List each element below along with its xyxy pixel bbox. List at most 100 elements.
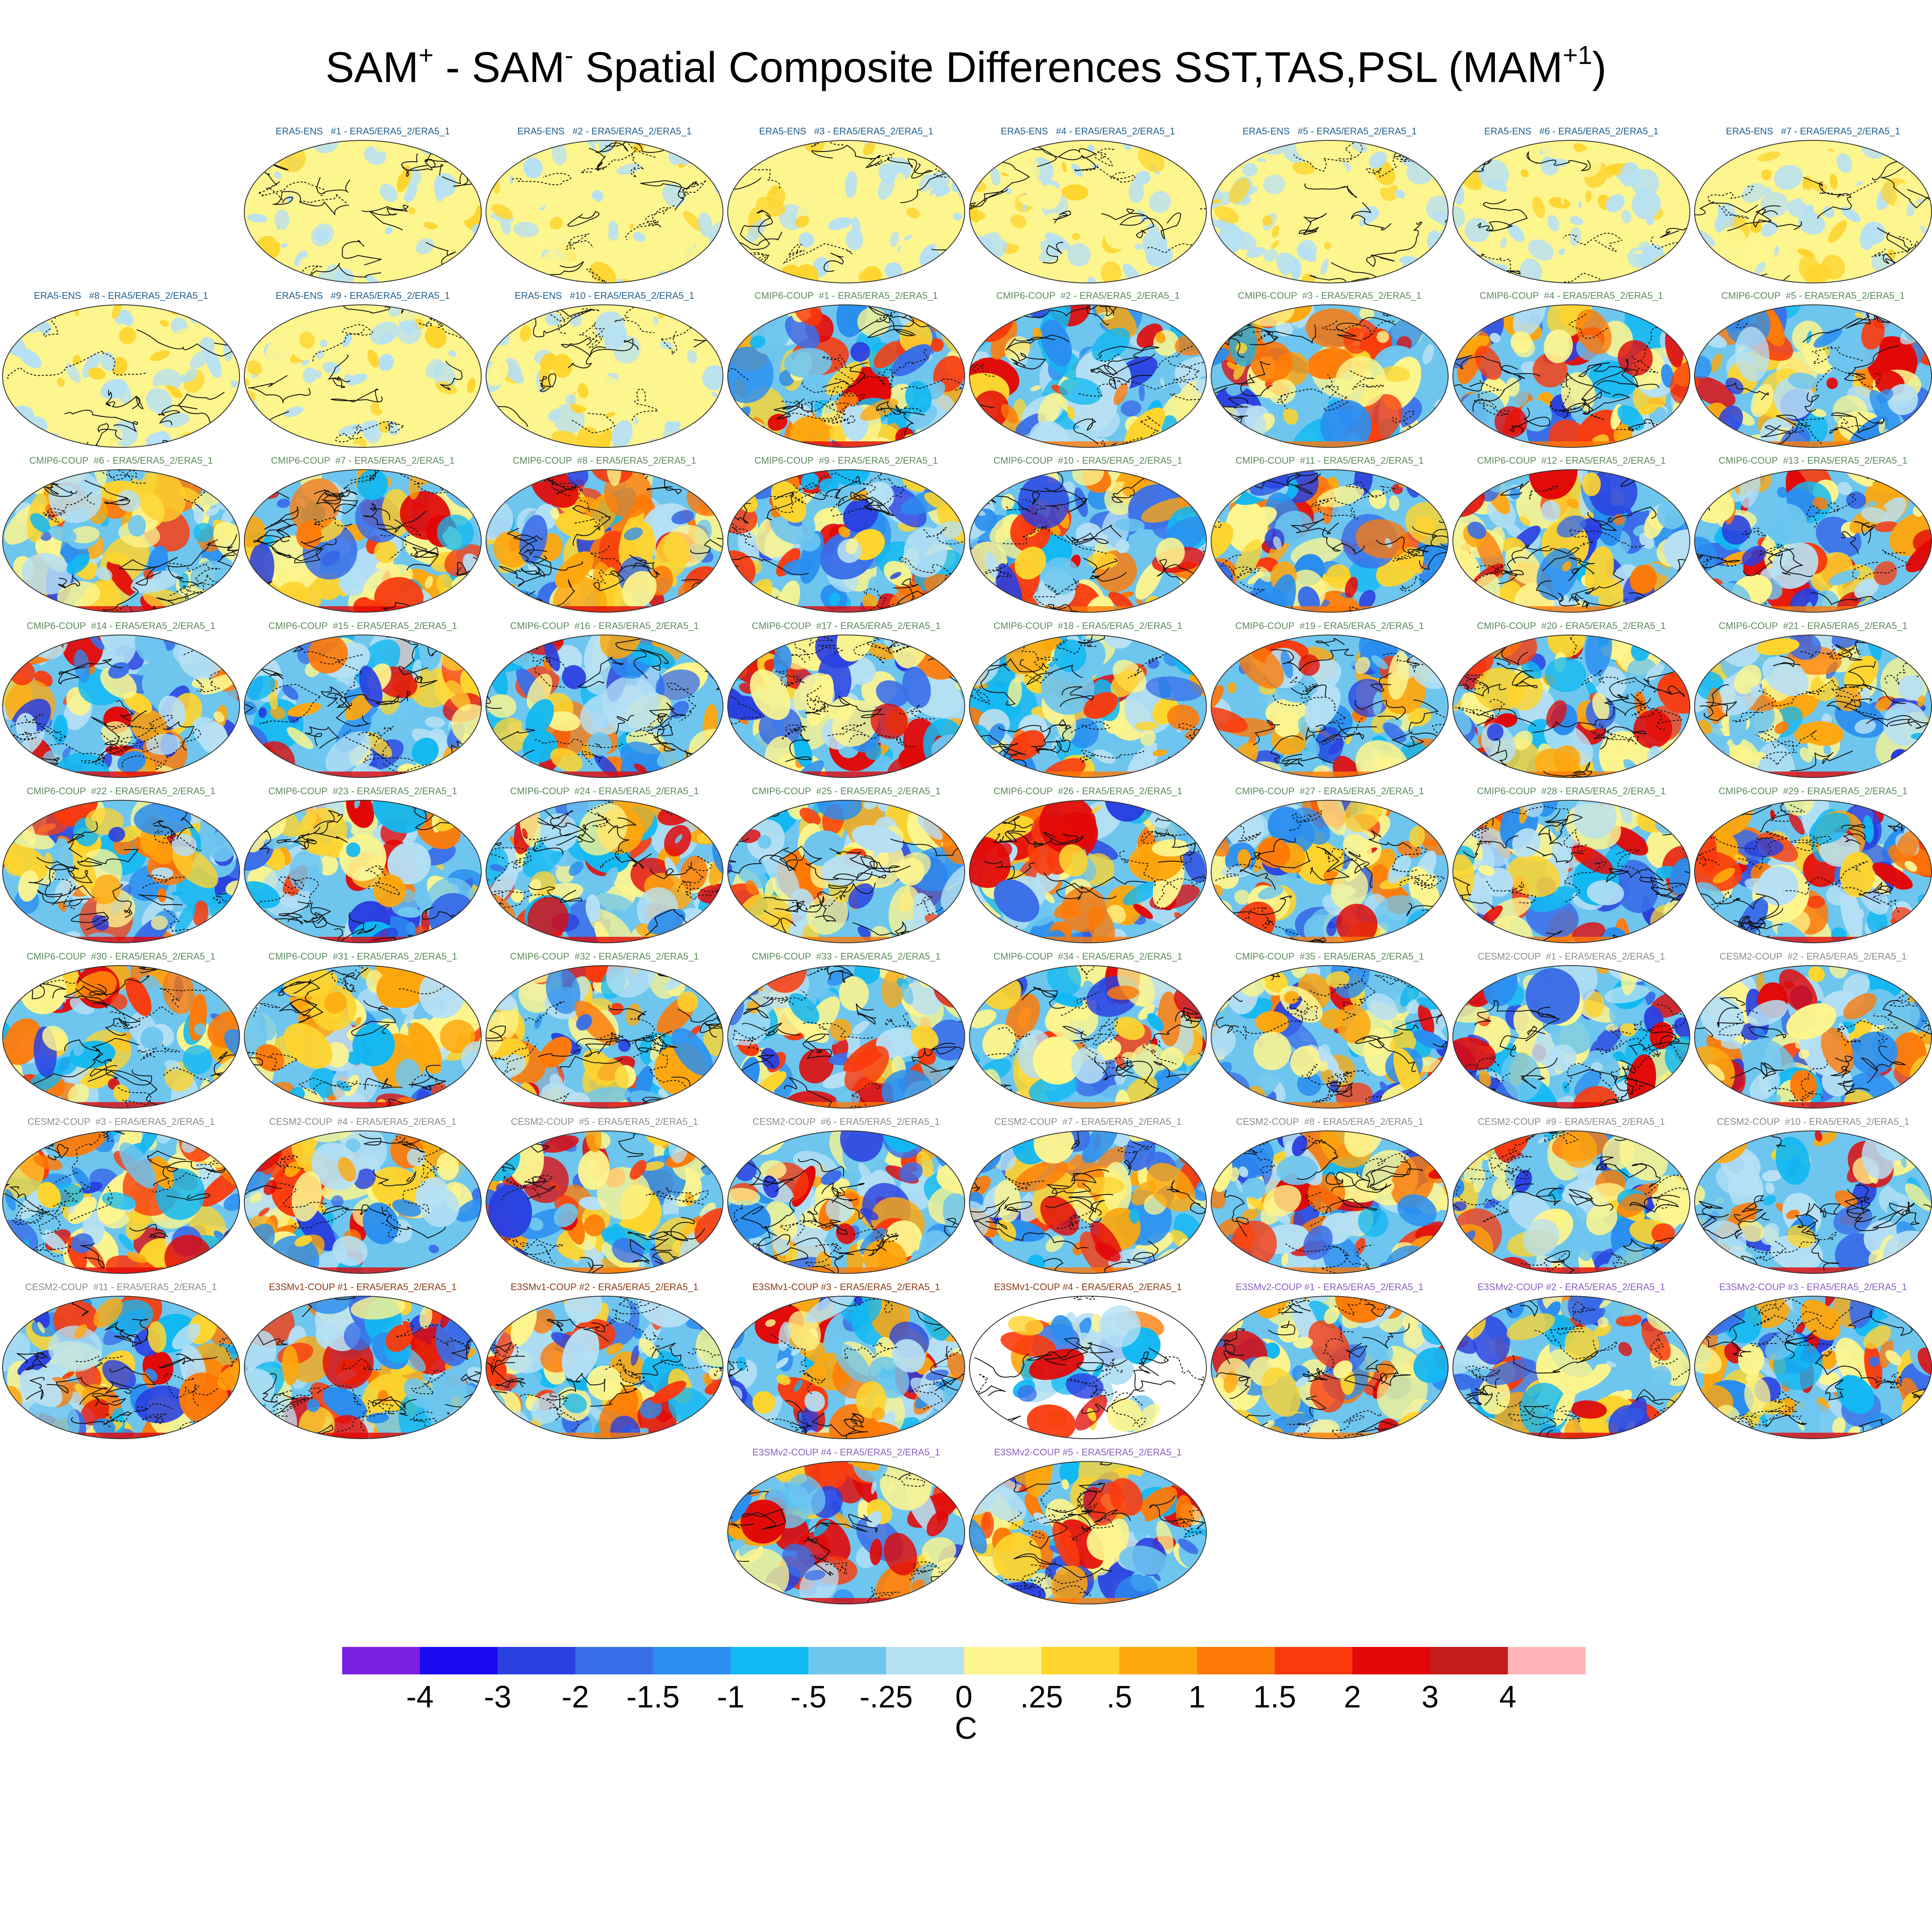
panel-label: CESM2-COUP #9 - ERA5/ERA5_2/ERA5_1 xyxy=(1477,1116,1665,1127)
panel-label: ERA5-ENS #8 - ERA5/ERA5_2/ERA5_1 xyxy=(34,290,208,301)
map-panel: E3SMv1-COUP #3 - ERA5/ERA5_2/ERA5_1 xyxy=(726,1282,966,1440)
map-panel: E3SMv2-COUP #4 - ERA5/ERA5_2/ERA5_1 xyxy=(726,1447,966,1606)
panel-label: CMIP6-COUP #20 - ERA5/ERA5_2/ERA5_1 xyxy=(1477,620,1666,631)
global-map xyxy=(1211,140,1449,283)
map-panel: CMIP6-COUP #29 - ERA5/ERA5_2/ERA5_1 xyxy=(1693,786,1932,945)
map-panel: CMIP6-COUP #14 - ERA5/ERA5_2/ERA5_1 xyxy=(1,620,241,779)
colorbar-swatch xyxy=(1042,1647,1119,1674)
global-map xyxy=(727,304,965,448)
global-map xyxy=(486,140,723,283)
colorbar-tick-label: 0 xyxy=(955,1680,973,1714)
global-map xyxy=(727,1461,965,1604)
colorbar-tick-label: 3 xyxy=(1421,1680,1439,1714)
global-map xyxy=(727,469,965,613)
map-panel: CMIP6-COUP #7 - ERA5/ERA5_2/ERA5_1 xyxy=(243,455,483,614)
colorbar-swatch xyxy=(342,1647,420,1674)
panel-label: CMIP6-COUP #14 - ERA5/ERA5_2/ERA5_1 xyxy=(27,620,216,631)
panel-label: ERA5-ENS #2 - ERA5/ERA5_2/ERA5_1 xyxy=(517,126,692,137)
map-panel: ERA5-ENS #9 - ERA5/ERA5_2/ERA5_1 xyxy=(243,290,483,449)
map-panel: CESM2-COUP #1 - ERA5/ERA5_2/ERA5_1 xyxy=(1451,951,1692,1110)
map-panel: CESM2-COUP #4 - ERA5/ERA5_2/ERA5_1 xyxy=(243,1116,483,1275)
panel-label: CMIP6-COUP #1 - ERA5/ERA5_2/ERA5_1 xyxy=(754,290,938,301)
panel-label: E3SMv1-COUP #3 - ERA5/ERA5_2/ERA5_1 xyxy=(752,1282,940,1292)
global-map xyxy=(244,800,482,943)
global-map xyxy=(1211,965,1449,1109)
map-panel: CMIP6-COUP #34 - ERA5/ERA5_2/ERA5_1 xyxy=(968,951,1208,1110)
map-panel: CMIP6-COUP #17 - ERA5/ERA5_2/ERA5_1 xyxy=(726,620,966,779)
map-panel: CESM2-COUP #6 - ERA5/ERA5_2/ERA5_1 xyxy=(726,1116,966,1275)
global-map xyxy=(2,800,240,943)
panel-label: CMIP6-COUP #19 - ERA5/ERA5_2/ERA5_1 xyxy=(1235,620,1424,631)
colorbar-tick-label: 1.5 xyxy=(1253,1680,1297,1714)
map-panel: ERA5-ENS #5 - ERA5/ERA5_2/ERA5_1 xyxy=(1209,126,1450,285)
panel-label: ERA5-ENS #5 - ERA5/ERA5_2/ERA5_1 xyxy=(1242,126,1417,137)
map-panel: ERA5-ENS #6 - ERA5/ERA5_2/ERA5_1 xyxy=(1451,126,1692,285)
map-panel: ERA5-ENS #1 - ERA5/ERA5_2/ERA5_1 xyxy=(243,126,483,285)
global-map xyxy=(727,1130,965,1274)
panel-label: CMIP6-COUP #15 - ERA5/ERA5_2/ERA5_1 xyxy=(268,620,457,631)
colorbar-tick-label: 2 xyxy=(1343,1680,1361,1714)
global-map xyxy=(1452,1296,1690,1439)
map-panel: CMIP6-COUP #12 - ERA5/ERA5_2/ERA5_1 xyxy=(1451,455,1692,614)
global-map xyxy=(727,965,965,1109)
global-map xyxy=(1452,965,1690,1109)
panel-label: ERA5-ENS #10 - ERA5/ERA5_2/ERA5_1 xyxy=(514,290,695,301)
panel-label: CMIP6-COUP #5 - ERA5/ERA5_2/ERA5_1 xyxy=(1721,290,1905,301)
map-panel: CESM2-COUP #3 - ERA5/ERA5_2/ERA5_1 xyxy=(1,1116,241,1275)
map-panel: CMIP6-COUP #30 - ERA5/ERA5_2/ERA5_1 xyxy=(1,951,241,1110)
colorbar-tick-label: 4 xyxy=(1499,1680,1517,1714)
colorbar-swatch xyxy=(1508,1647,1586,1674)
panel-label: CMIP6-COUP #2 - ERA5/ERA5_2/ERA5_1 xyxy=(996,290,1180,301)
panel-label: E3SMv2-COUP #3 - ERA5/ERA5_2/ERA5_1 xyxy=(1719,1282,1907,1292)
map-panel: CMIP6-COUP #23 - ERA5/ERA5_2/ERA5_1 xyxy=(243,786,483,945)
global-map xyxy=(2,1296,240,1439)
map-panel: CESM2-COUP #9 - ERA5/ERA5_2/ERA5_1 xyxy=(1451,1116,1692,1275)
global-map xyxy=(969,1296,1207,1439)
panel-label: CMIP6-COUP #35 - ERA5/ERA5_2/ERA5_1 xyxy=(1235,951,1424,962)
colorbar-tick-label: -.25 xyxy=(859,1680,913,1714)
panel-label: CMIP6-COUP #32 - ERA5/ERA5_2/ERA5_1 xyxy=(510,951,699,962)
panel-label: E3SMv2-COUP #4 - ERA5/ERA5_2/ERA5_1 xyxy=(752,1447,940,1458)
panel-label: CESM2-COUP #8 - ERA5/ERA5_2/ERA5_1 xyxy=(1236,1116,1424,1127)
panel-label: CMIP6-COUP #8 - ERA5/ERA5_2/ERA5_1 xyxy=(513,455,696,466)
panel-label: CMIP6-COUP #25 - ERA5/ERA5_2/ERA5_1 xyxy=(752,786,941,796)
map-panel: E3SMv2-COUP #1 - ERA5/ERA5_2/ERA5_1 xyxy=(1209,1282,1450,1440)
panel-label: CMIP6-COUP #34 - ERA5/ERA5_2/ERA5_1 xyxy=(993,951,1182,962)
colorbar-swatch xyxy=(1275,1647,1352,1674)
map-panel-grid: ERA5-ENS #1 - ERA5/ERA5_2/ERA5_1 ERA5-ENS… xyxy=(1,126,1932,1606)
map-panel: CMIP6-COUP #22 - ERA5/ERA5_2/ERA5_1 xyxy=(1,786,241,945)
colorbar-tick-label: -1.5 xyxy=(626,1680,680,1714)
panel-label: CESM2-COUP #1 - ERA5/ERA5_2/ERA5_1 xyxy=(1477,951,1665,962)
map-panel: CMIP6-COUP #18 - ERA5/ERA5_2/ERA5_1 xyxy=(968,620,1208,779)
colorbar-swatch xyxy=(653,1647,731,1674)
global-map xyxy=(1452,800,1690,943)
map-panel: CMIP6-COUP #6 - ERA5/ERA5_2/ERA5_1 xyxy=(1,455,241,614)
panel-label: CMIP6-COUP #33 - ERA5/ERA5_2/ERA5_1 xyxy=(752,951,941,962)
panel-label: CMIP6-COUP #3 - ERA5/ERA5_2/ERA5_1 xyxy=(1238,290,1422,301)
map-panel: ERA5-ENS #10 - ERA5/ERA5_2/ERA5_1 xyxy=(484,290,725,449)
global-map xyxy=(244,635,482,778)
map-panel: E3SMv2-COUP #3 - ERA5/ERA5_2/ERA5_1 xyxy=(1693,1282,1932,1440)
global-map xyxy=(1694,304,1932,448)
panel-label: CMIP6-COUP #31 - ERA5/ERA5_2/ERA5_1 xyxy=(268,951,457,962)
panel-label: CMIP6-COUP #23 - ERA5/ERA5_2/ERA5_1 xyxy=(268,786,457,796)
panel-label: CMIP6-COUP #9 - ERA5/ERA5_2/ERA5_1 xyxy=(754,455,938,466)
map-panel: CESM2-COUP #7 - ERA5/ERA5_2/ERA5_1 xyxy=(968,1116,1208,1275)
map-panel: CESM2-COUP #2 - ERA5/ERA5_2/ERA5_1 xyxy=(1693,951,1932,1110)
map-panel: CMIP6-COUP #15 - ERA5/ERA5_2/ERA5_1 xyxy=(243,620,483,779)
panel-label: CMIP6-COUP #18 - ERA5/ERA5_2/ERA5_1 xyxy=(993,620,1182,631)
colorbar-swatch xyxy=(964,1647,1042,1674)
panel-label: CMIP6-COUP #21 - ERA5/ERA5_2/ERA5_1 xyxy=(1719,620,1908,631)
panel-label: ERA5-ENS #3 - ERA5/ERA5_2/ERA5_1 xyxy=(759,126,933,137)
map-panel: CMIP6-COUP #4 - ERA5/ERA5_2/ERA5_1 xyxy=(1451,290,1692,449)
panel-label: CMIP6-COUP #16 - ERA5/ERA5_2/ERA5_1 xyxy=(510,620,699,631)
map-panel: CMIP6-COUP #31 - ERA5/ERA5_2/ERA5_1 xyxy=(243,951,483,1110)
global-map xyxy=(969,965,1207,1109)
colorbar-swatch xyxy=(1352,1647,1430,1674)
colorbar-tick-label: .25 xyxy=(1020,1680,1063,1714)
map-panel: CMIP6-COUP #1 - ERA5/ERA5_2/ERA5_1 xyxy=(726,290,966,449)
global-map xyxy=(969,635,1207,778)
panel-label: CESM2-COUP #7 - ERA5/ERA5_2/ERA5_1 xyxy=(994,1116,1182,1127)
global-map xyxy=(1694,140,1932,283)
panel-label: ERA5-ENS #7 - ERA5/ERA5_2/ERA5_1 xyxy=(1726,126,1900,137)
